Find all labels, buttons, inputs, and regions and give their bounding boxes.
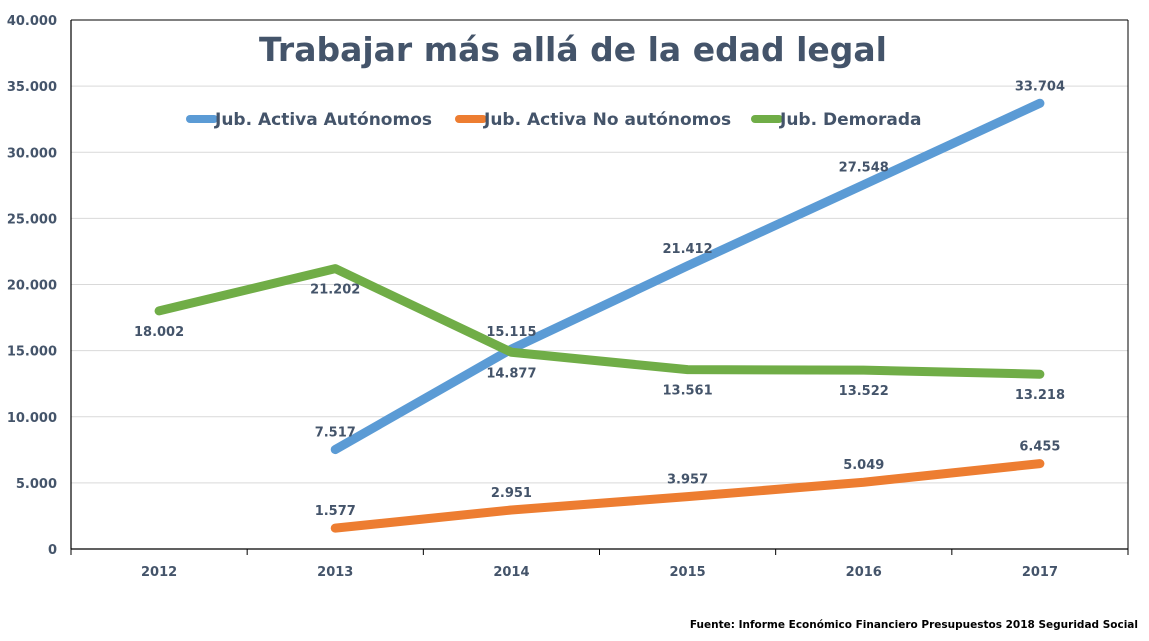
x-tick-label: 2016: [846, 565, 882, 580]
data-label: 2.951: [491, 486, 532, 501]
data-labels: 7.517 15.115 21.412 27.548 33.704 1.577 2.951 3…: [134, 79, 1065, 519]
data-label: 14.877: [486, 366, 536, 381]
series-line: [154, 264, 1045, 379]
x-axis-ticks: 2012 2013 2014 2015 2016 2017: [70, 549, 1129, 580]
y-tick-label: 0: [48, 543, 57, 558]
legend-label: Jub. Activa No autónomos: [483, 110, 731, 130]
data-label: 27.548: [839, 161, 889, 176]
x-tick-label: 2012: [141, 565, 177, 580]
data-label: 15.115: [486, 325, 536, 340]
x-tick-label: 2013: [317, 565, 353, 580]
data-label: 13.561: [662, 384, 712, 399]
y-tick-label: 30.000: [7, 146, 57, 161]
x-tick-label: 2017: [1022, 565, 1058, 580]
legend: Jub. Activa Autónomos Jub. Activa No autó…: [186, 110, 922, 130]
series-line: [330, 98, 1045, 455]
series-lines: [154, 98, 1045, 533]
x-tick-label: 2014: [493, 565, 529, 580]
legend-label: Jub. Demorada: [779, 110, 922, 130]
y-tick-label: 15.000: [7, 345, 57, 360]
series-line: [330, 459, 1045, 533]
legend-label: Jub. Activa Autónomos: [214, 110, 432, 130]
gridlines: [71, 19, 1128, 484]
data-label: 1.577: [315, 504, 356, 519]
data-label: 13.218: [1015, 388, 1065, 403]
y-tick-label: 40.000: [7, 14, 57, 29]
source-note: Fuente: Informe Económico Financiero Pre…: [690, 619, 1138, 631]
data-label: 5.049: [843, 458, 884, 473]
chart-title: Trabajar más allá de la edad legal: [259, 30, 887, 69]
data-label: 7.517: [315, 426, 356, 441]
x-tick-label: 2015: [669, 565, 705, 580]
data-label: 21.202: [310, 283, 360, 298]
y-axis-ticks: 0 5.000 10.000 15.000 20.000 25.000 30.000 35.0…: [7, 14, 57, 558]
data-label: 13.522: [839, 384, 889, 399]
y-tick-label: 25.000: [7, 212, 57, 227]
data-label: 6.455: [1019, 440, 1060, 455]
y-tick-label: 20.000: [7, 279, 57, 294]
data-label: 18.002: [134, 325, 184, 340]
y-tick-label: 5.000: [16, 477, 57, 492]
data-label: 21.412: [662, 242, 712, 257]
y-tick-label: 10.000: [7, 411, 57, 426]
y-tick-label: 35.000: [7, 80, 57, 95]
data-label: 33.704: [1015, 79, 1065, 94]
data-label: 3.957: [667, 473, 708, 488]
